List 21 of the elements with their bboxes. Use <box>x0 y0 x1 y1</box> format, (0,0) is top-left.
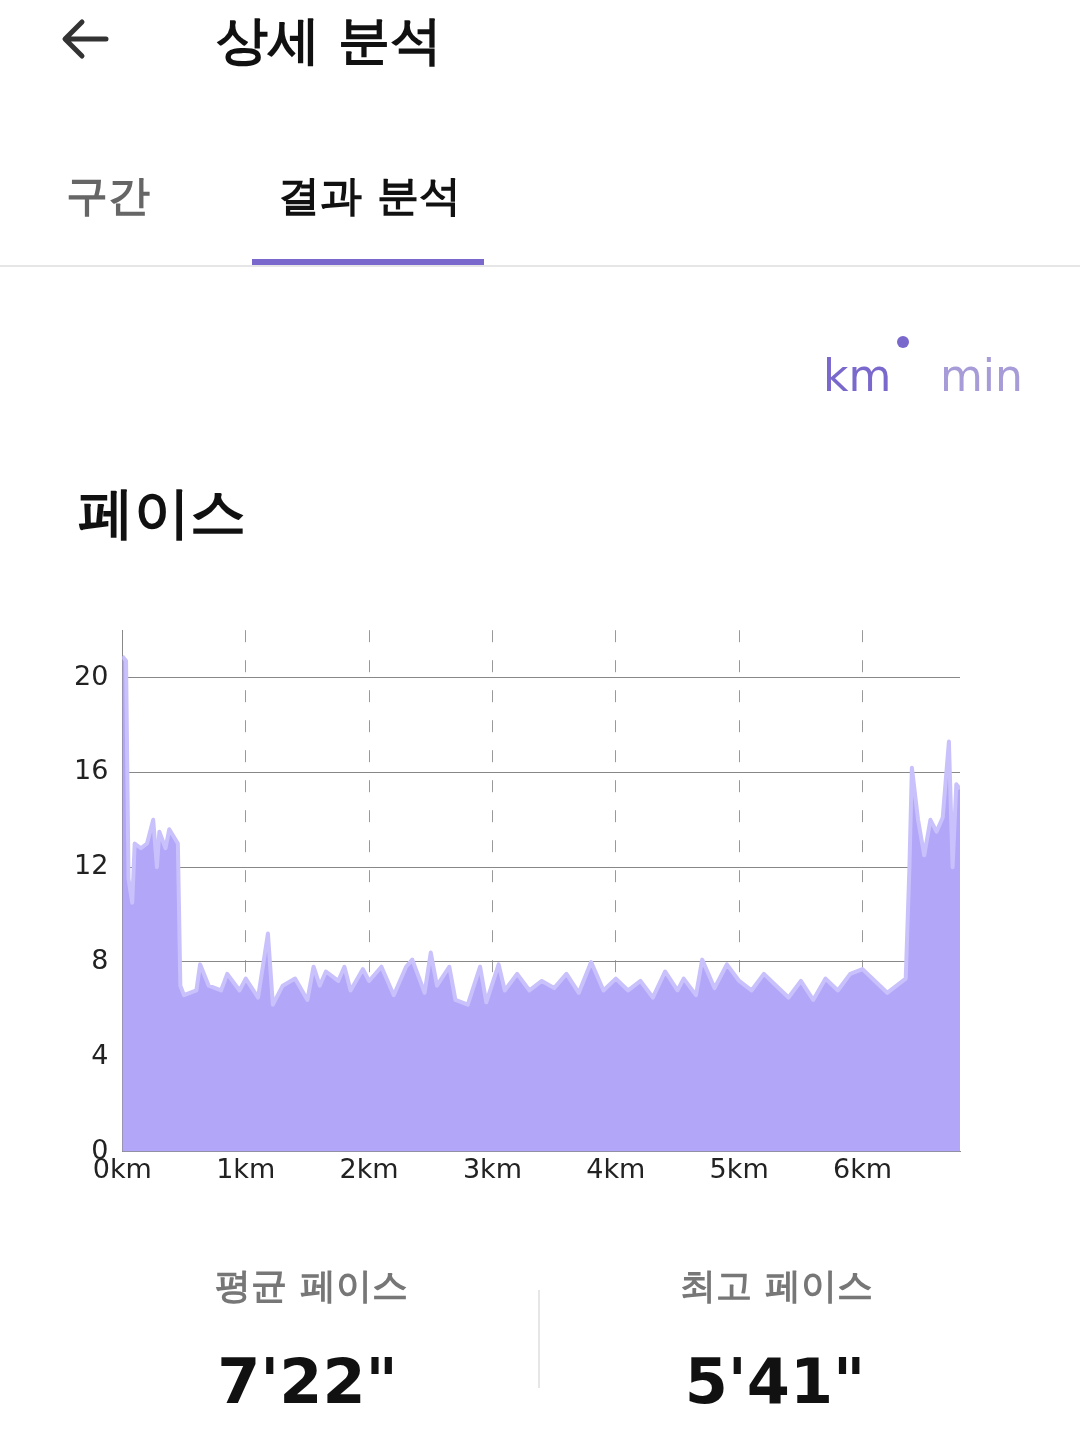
text: km <box>823 350 892 401</box>
y-tick-label: 4 <box>91 1038 109 1070</box>
x-tick-label: 3km <box>462 1152 523 1184</box>
text: min <box>940 350 1023 401</box>
x-tick-label: 6km <box>832 1152 893 1184</box>
text: 결과 분석 <box>278 170 461 222</box>
text: 최고 페이스 <box>680 1264 873 1308</box>
y-tick-label: 8 <box>91 944 109 976</box>
x-tick-label: 2km <box>339 1152 399 1184</box>
text: 구간 <box>66 170 150 222</box>
text: 7'22" <box>216 1345 399 1418</box>
x-tick-label: 1km <box>216 1152 276 1184</box>
y-tick-label: 20 <box>74 659 109 691</box>
x-tick-label: 4km <box>586 1152 646 1184</box>
y-tick-label: 16 <box>74 754 109 786</box>
text: 5'41" <box>683 1345 867 1418</box>
text: 평균 페이스 <box>215 1264 408 1308</box>
chart-title: 페이스 <box>78 479 246 547</box>
y-tick-label: 12 <box>74 849 109 881</box>
text: 상세 분석 <box>216 9 443 72</box>
x-tick-label: 5km <box>709 1152 769 1184</box>
